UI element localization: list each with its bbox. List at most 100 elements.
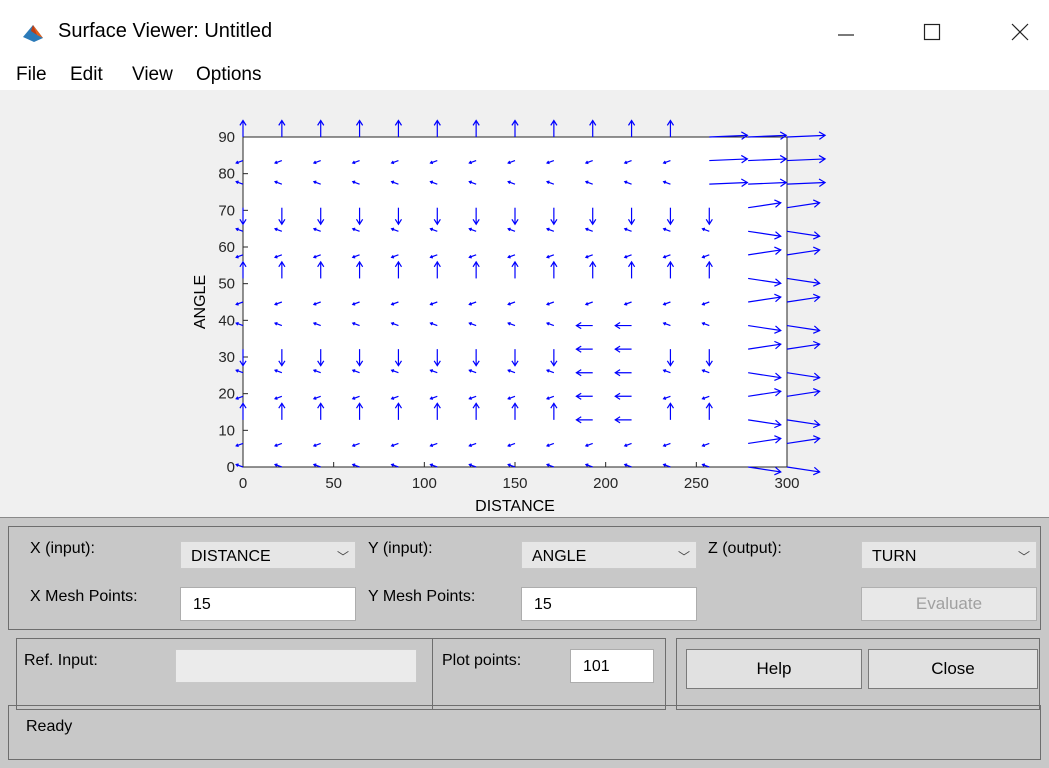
- quiver-arrow: [786, 466, 820, 473]
- quiver-arrowhead: [351, 160, 356, 165]
- quiver-arrow: [546, 442, 555, 447]
- quiver-arrowhead: [433, 219, 441, 226]
- quiver-arrow: [235, 463, 244, 468]
- quiver-arrowhead: [429, 254, 434, 259]
- quiver-arrowhead: [429, 180, 434, 185]
- quiver-arrow: [624, 301, 632, 306]
- menu-view[interactable]: View: [132, 64, 173, 85]
- ref-input-field[interactable]: [175, 649, 417, 683]
- quiver-arrowhead: [774, 325, 782, 334]
- quiver-arrowhead: [274, 321, 278, 326]
- quiver-arrowhead: [468, 443, 472, 448]
- quiver-arrow: [352, 301, 360, 306]
- quiver-arrowhead: [701, 443, 706, 448]
- quiver-arrowhead: [312, 463, 317, 467]
- y-tick-label: 60: [218, 239, 235, 256]
- quiver-arrow: [391, 181, 399, 185]
- quiver-arrowhead: [468, 396, 472, 400]
- quiver-arrowhead: [546, 254, 550, 259]
- quiver-arrow: [702, 395, 710, 400]
- quiver-arrowhead: [818, 131, 827, 140]
- y-mesh-input[interactable]: 15: [521, 587, 697, 621]
- quiver-arrow: [469, 181, 477, 185]
- x-input-select[interactable]: DISTANCE ﹀: [180, 541, 356, 569]
- quiver-arrowhead: [239, 360, 247, 367]
- quiver-arrow: [546, 228, 555, 232]
- quiver-arrow: [391, 442, 399, 447]
- window-title: Surface Viewer: Untitled: [58, 20, 273, 42]
- close-button[interactable]: Close: [868, 649, 1038, 689]
- x-tick-label: 0: [239, 475, 247, 492]
- quiver-arrowhead: [550, 219, 558, 226]
- quiver-arrow: [546, 369, 555, 374]
- close-window-button[interactable]: [1000, 14, 1040, 50]
- quiver-arrowhead: [274, 302, 278, 306]
- quiver-arrow: [507, 228, 516, 232]
- quiver-arrow: [663, 228, 671, 232]
- quiver-arrow: [352, 228, 360, 232]
- quiver-arrow: [585, 301, 593, 306]
- evaluate-button[interactable]: Evaluate: [861, 587, 1037, 621]
- quiver-arrowhead: [705, 360, 713, 367]
- quiver-arrowhead: [614, 322, 621, 330]
- quiver-arrow: [469, 369, 477, 374]
- quiver-arrow: [430, 463, 438, 468]
- quiver-arrowhead: [312, 254, 317, 259]
- quiver-arrowhead: [779, 131, 788, 140]
- help-button[interactable]: Help: [686, 649, 862, 689]
- quiver-arrow: [786, 181, 826, 185]
- quiver-arrow: [786, 390, 820, 397]
- quiver-arrowhead: [623, 160, 628, 165]
- quiver-arrow: [352, 442, 360, 447]
- quiver-arrowhead: [812, 199, 821, 208]
- quiver-arrowhead: [317, 260, 325, 268]
- quiver-arrowhead: [274, 254, 278, 259]
- quiver-arrow: [702, 442, 710, 447]
- z-output-select[interactable]: TURN ﹀: [861, 541, 1037, 569]
- quiver-arrowhead: [701, 369, 706, 373]
- quiver-arrowhead: [394, 402, 403, 409]
- quiver-arrowhead: [312, 443, 317, 448]
- quiver-arrow: [786, 296, 820, 303]
- quiver-arrowhead: [623, 227, 628, 232]
- quiver-arrowhead: [511, 260, 519, 268]
- menu-file[interactable]: File: [16, 64, 47, 85]
- quiver-arrow: [235, 181, 244, 185]
- quiver-arrow: [786, 437, 820, 445]
- z-output-value: TURN: [872, 548, 917, 565]
- quiver-arrowhead: [472, 360, 480, 367]
- quiver-arrowhead: [235, 254, 239, 259]
- quiver-arrow: [313, 181, 321, 185]
- quiver-arrowhead: [355, 119, 364, 126]
- quiver-arrowhead: [662, 443, 667, 448]
- quiver-arrowhead: [546, 396, 550, 400]
- status-panel: [8, 705, 1041, 760]
- quiver-arrow: [430, 322, 438, 327]
- quiver-arrow: [702, 301, 710, 306]
- quiver-arrowhead: [274, 396, 278, 400]
- menu-options[interactable]: Options: [196, 64, 262, 85]
- quiver-arrowhead: [433, 360, 441, 367]
- maximize-button[interactable]: [912, 14, 952, 50]
- quiver-arrowhead: [575, 369, 582, 377]
- plot-points-input[interactable]: 101: [570, 649, 654, 683]
- quiver-arrowhead: [394, 219, 403, 226]
- y-input-select[interactable]: ANGLE ﹀: [521, 541, 697, 569]
- quiver-arrowhead: [390, 396, 395, 400]
- quiver-arrowhead: [351, 369, 356, 373]
- close-icon: [1011, 23, 1029, 41]
- chevron-down-icon: ﹀: [1017, 550, 1030, 564]
- x-mesh-input[interactable]: 15: [180, 587, 356, 621]
- menu-edit[interactable]: Edit: [70, 64, 103, 85]
- quiver-arrow: [546, 181, 555, 185]
- quiver-arrow: [391, 395, 399, 400]
- quiver-arrow: [352, 369, 360, 374]
- quiver-arrow: [313, 369, 321, 374]
- x-mesh-label: X Mesh Points:: [30, 588, 138, 605]
- button-panel: [676, 638, 1040, 710]
- quiver-arrow: [313, 442, 321, 447]
- title-bar: Surface Viewer: Untitled: [0, 0, 1049, 58]
- quiver-arrow: [274, 160, 283, 164]
- minimize-button[interactable]: [826, 14, 866, 50]
- quiver-arrowhead: [278, 219, 286, 226]
